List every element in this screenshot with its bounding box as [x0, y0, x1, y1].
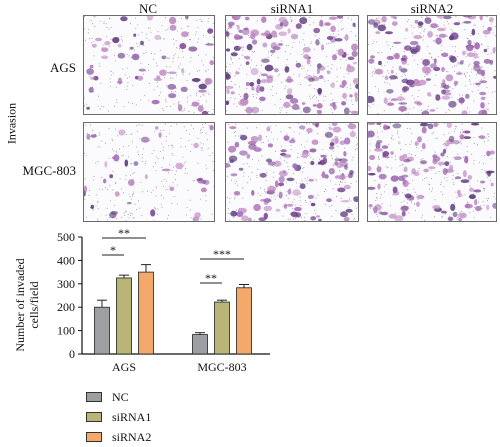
row-label-ags: AGS [49, 60, 76, 75]
y-tick-label: 100 [57, 324, 75, 338]
x-tick-label: AGS [112, 360, 136, 374]
significance-label: * [110, 243, 116, 257]
micrograph-ags-nc [83, 15, 215, 115]
bar-AGS-siRNA1 [116, 277, 132, 355]
column-label-sirna1: siRNA1 [270, 1, 314, 16]
invasion-section-label: Invasion [4, 102, 19, 145]
legend-item-nc: NC [86, 387, 151, 407]
significance-label: *** [213, 247, 231, 261]
legend-label-sirna2: siRNA2 [112, 429, 152, 444]
bar-AGS-NC [94, 306, 110, 355]
row-label-mgc803: MGC-803 [22, 163, 76, 178]
chart-legend: NC siRNA1 siRNA2 [86, 387, 151, 447]
y-tick-label: 200 [57, 300, 75, 314]
y-tick-label: 0 [69, 347, 75, 361]
legend-swatch-nc [86, 392, 102, 402]
y-tick-label: 500 [57, 230, 75, 244]
legend-swatch-sirna1 [86, 412, 102, 422]
legend-item-sirna1: siRNA1 [86, 407, 151, 427]
legend-label-nc: NC [112, 389, 129, 404]
micrograph-mgc803-sirna2 [367, 122, 497, 222]
significance-label: ** [118, 226, 130, 240]
x-tick-label: MGC-803 [197, 360, 246, 374]
micrograph-ags-sirna2 [367, 15, 497, 115]
bar-MGC-803-siRNA2 [236, 287, 252, 355]
bar-MGC-803-siRNA1 [214, 301, 230, 355]
significance-label: ** [205, 271, 217, 285]
micrograph-ags-sirna1 [225, 15, 359, 115]
bar-AGS-siRNA2 [138, 271, 154, 355]
legend-label-sirna1: siRNA1 [112, 409, 152, 424]
legend-item-sirna2: siRNA2 [86, 427, 151, 447]
y-tick-label: 300 [57, 277, 75, 291]
bar-MGC-803-NC [192, 334, 208, 355]
micrograph-mgc803-nc [83, 122, 215, 222]
invasion-bar-chart: Number of invaded cells/field 0 100 200 300… [13, 226, 270, 374]
y-axis-label-line2: cells/field [27, 281, 41, 328]
y-tick-label: 400 [57, 253, 75, 267]
y-axis-label-line1: Number of invaded [13, 258, 27, 351]
column-label-sirna2: siRNA2 [410, 1, 454, 16]
column-label-nc: NC [138, 1, 158, 16]
micrograph-mgc803-sirna1 [225, 122, 359, 222]
legend-swatch-sirna2 [86, 432, 102, 442]
